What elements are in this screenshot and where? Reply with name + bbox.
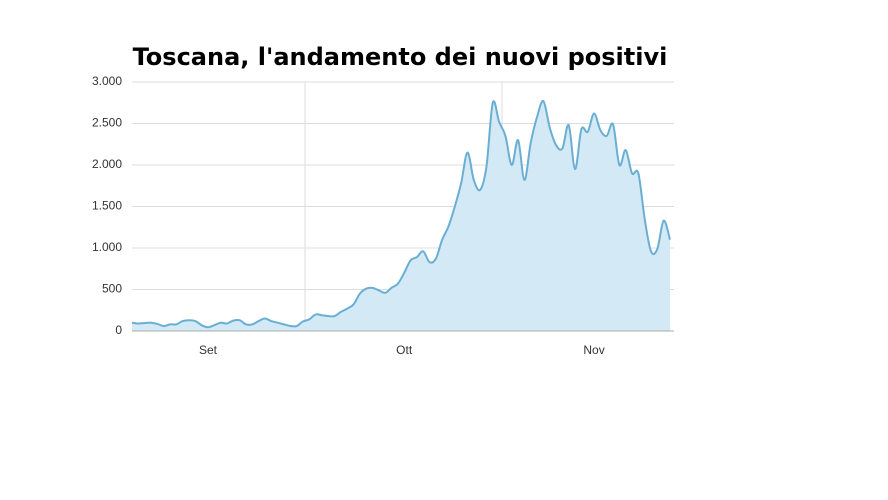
y-tick-label: 3.000 [92, 74, 122, 88]
y-tick-label: 2.500 [92, 116, 122, 130]
y-tick-label: 0 [115, 323, 122, 337]
y-tick-label: 1.000 [92, 240, 122, 254]
y-tick-label: 500 [102, 282, 122, 296]
x-tick-label: Set [199, 343, 218, 357]
y-tick-label: 2.000 [92, 157, 122, 171]
x-tick-label: Nov [583, 343, 604, 357]
chart-title: Toscana, l'andamento dei nuovi positivi [133, 43, 668, 71]
line [131, 99, 671, 329]
y-tick-label: 1.500 [92, 199, 122, 213]
area [132, 100, 670, 331]
x-tick-label: Ott [396, 343, 413, 357]
